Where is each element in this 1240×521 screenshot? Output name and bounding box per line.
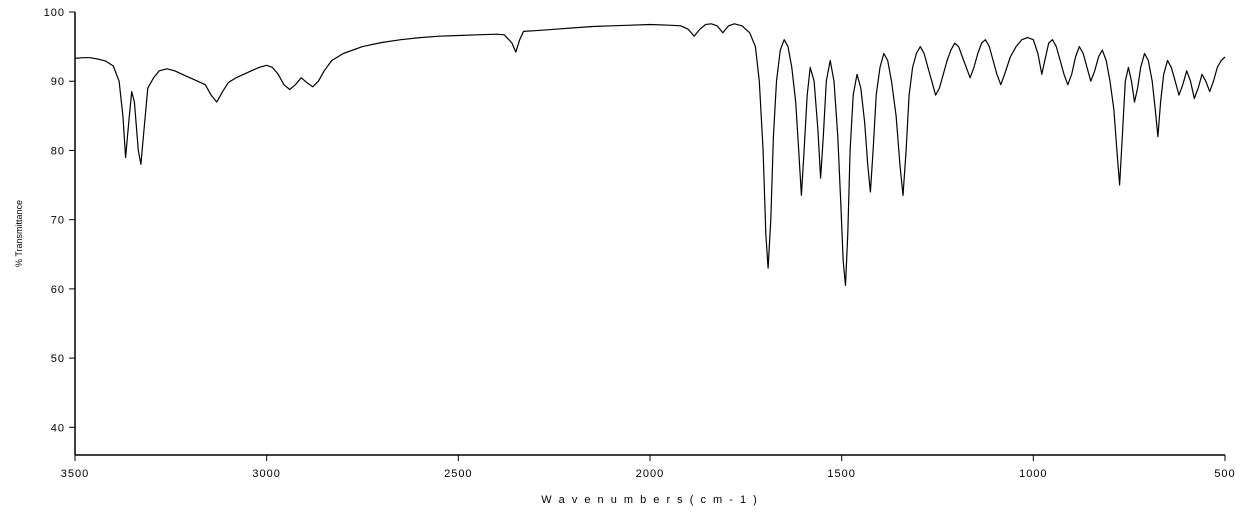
x-tick-label: 2500 xyxy=(444,468,472,480)
x-tick-label: 2000 xyxy=(636,468,664,480)
x-tick-label: 1000 xyxy=(1019,468,1047,480)
x-tick-label: 3000 xyxy=(252,468,280,480)
y-tick-label: 100 xyxy=(44,7,65,19)
plot-bg xyxy=(0,0,1240,521)
x-tick-label: 3500 xyxy=(61,468,89,480)
y-tick-label: 90 xyxy=(51,76,65,88)
x-tick-label: 500 xyxy=(1214,468,1235,480)
y-tick-label: 80 xyxy=(51,145,65,157)
y-axis-label: % Transmittance xyxy=(14,200,24,267)
x-axis-label: W a v e n u m b e r s ( c m - 1 ) xyxy=(541,494,759,506)
x-tick-label: 1500 xyxy=(827,468,855,480)
y-tick-label: 60 xyxy=(51,284,65,296)
ir-spectrum-chart: 40 50 60 70 80 90 100 3500 3000 2500 2000 1500 1000 5… xyxy=(0,0,1240,521)
y-tick-label: 70 xyxy=(51,215,65,227)
y-tick-label: 50 xyxy=(51,353,65,365)
y-tick-label: 40 xyxy=(51,422,65,434)
